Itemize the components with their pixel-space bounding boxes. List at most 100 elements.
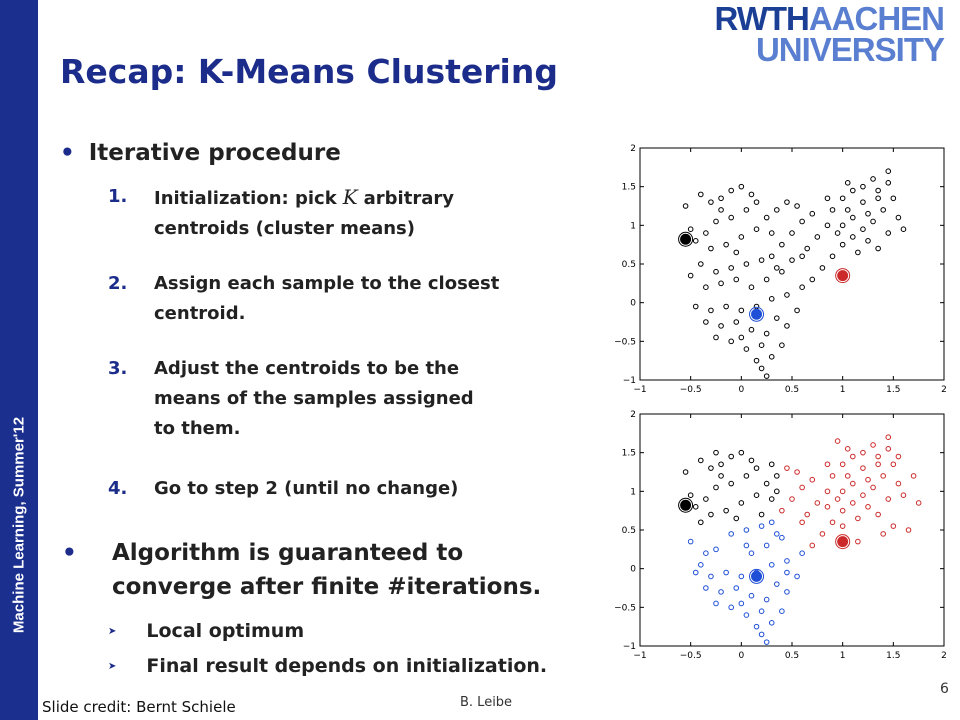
data-point: [763, 542, 770, 549]
data-point: [708, 573, 714, 580]
plot-frame: [639, 147, 945, 381]
centroid-ring: [678, 497, 694, 513]
data-point: [819, 531, 826, 537]
data-point: [895, 214, 902, 221]
data-point: [910, 473, 917, 479]
data-point: [692, 504, 699, 510]
data-point: [900, 492, 907, 498]
data-point: [713, 268, 719, 275]
data-point: [713, 484, 719, 491]
data-point: [753, 465, 760, 471]
centroid-ring: [678, 231, 694, 247]
sub-bullet-final-result: ➤ Final result depends on initialization.: [108, 655, 548, 677]
data-point: [875, 245, 881, 252]
y-tick-label: 0.5: [622, 260, 636, 270]
data-point: [703, 585, 709, 591]
data-point: [794, 307, 800, 314]
data-point: [850, 234, 856, 240]
data-point: [758, 342, 765, 348]
data-point: [703, 230, 709, 236]
data-point: [743, 261, 750, 267]
data-point: [733, 319, 740, 325]
data-point: [698, 191, 704, 198]
data-point: [870, 484, 876, 491]
centroid-point: [837, 270, 849, 282]
data-point: [839, 488, 846, 495]
data-point: [718, 473, 724, 479]
data-point: [890, 195, 897, 202]
data-point: [708, 465, 714, 471]
x-tick-label: 2: [941, 651, 947, 661]
centroid-ring: [749, 306, 765, 322]
data-point: [743, 473, 750, 479]
data-point: [855, 249, 861, 256]
data-point: [865, 238, 871, 244]
data-point: [829, 473, 836, 479]
step-2: 2. Assign each sample to the closest cen…: [108, 273, 500, 324]
data-point: [860, 449, 866, 456]
data-point: [839, 222, 846, 229]
x-tick-label: −1: [633, 651, 646, 661]
data-point: [763, 330, 770, 337]
data-point: [738, 307, 745, 314]
data-point: [839, 241, 846, 248]
data-point: [875, 453, 881, 460]
data-point: [885, 168, 892, 175]
bullet-dot-icon: •: [62, 540, 77, 566]
y-tick-label: −1: [623, 376, 636, 386]
data-point: [758, 523, 765, 529]
data-point: [768, 620, 775, 626]
data-point: [804, 511, 810, 518]
data-point: [687, 226, 694, 232]
data-point: [885, 434, 892, 441]
data-point: [839, 461, 846, 468]
data-point: [829, 519, 836, 526]
x-tick-label: −0.5: [680, 385, 702, 395]
data-point: [733, 249, 740, 256]
bullet-dot-icon: •: [60, 140, 75, 166]
data-point: [839, 507, 846, 514]
x-tick-label: 2: [941, 385, 947, 395]
data-point: [784, 323, 790, 329]
data-point: [885, 180, 892, 186]
data-point: [718, 207, 724, 213]
data-point: [824, 504, 831, 510]
university-logo: RWTHAACHEN UNIVERSITY: [714, 0, 945, 68]
data-point: [779, 507, 785, 514]
data-point: [824, 461, 831, 468]
data-point: [748, 550, 755, 556]
data-point: [890, 461, 897, 468]
data-point: [768, 230, 775, 236]
data-point: [753, 623, 760, 630]
data-point: [794, 469, 800, 475]
arrow-bullet-icon: ➤: [108, 661, 117, 672]
data-point: [784, 569, 790, 576]
data-point: [738, 449, 745, 456]
data-point: [758, 365, 765, 372]
data-point: [784, 292, 790, 298]
data-point: [763, 373, 770, 379]
data-point: [829, 253, 836, 260]
slide-title: Recap: K-Means Clustering: [60, 52, 558, 91]
data-point: [870, 176, 876, 182]
data-point: [718, 461, 724, 468]
data-point: [743, 346, 750, 352]
data-point: [844, 207, 851, 213]
y-tick-label: 0: [630, 299, 636, 309]
data-point: [799, 550, 805, 556]
data-point: [880, 531, 887, 537]
data-point: [687, 272, 694, 279]
data-point: [829, 207, 836, 213]
data-point: [794, 203, 800, 209]
sub-bullet-local-optimum: ➤ Local optimum: [108, 620, 305, 642]
data-point: [834, 496, 841, 502]
step-3: 3. Adjust the centroids to be the means …: [108, 358, 474, 439]
data-point: [844, 180, 851, 186]
data-point: [784, 558, 790, 564]
centroid-point: [751, 308, 763, 320]
data-point: [713, 218, 719, 225]
data-point: [753, 226, 760, 232]
scatter-plot-assigned: −1 −0.5 0 0.5 1 1.5 2 −1 −0.5 0 0.5 1 1.5 2: [614, 410, 947, 661]
data-point: [799, 218, 805, 225]
plot-frame: [639, 413, 945, 647]
